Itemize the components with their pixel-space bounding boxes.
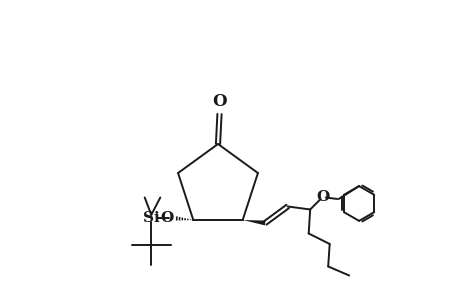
Polygon shape — [242, 220, 265, 225]
Text: Si: Si — [143, 212, 159, 226]
Text: O: O — [212, 93, 226, 110]
Text: O: O — [316, 190, 329, 204]
Text: O: O — [160, 212, 173, 226]
